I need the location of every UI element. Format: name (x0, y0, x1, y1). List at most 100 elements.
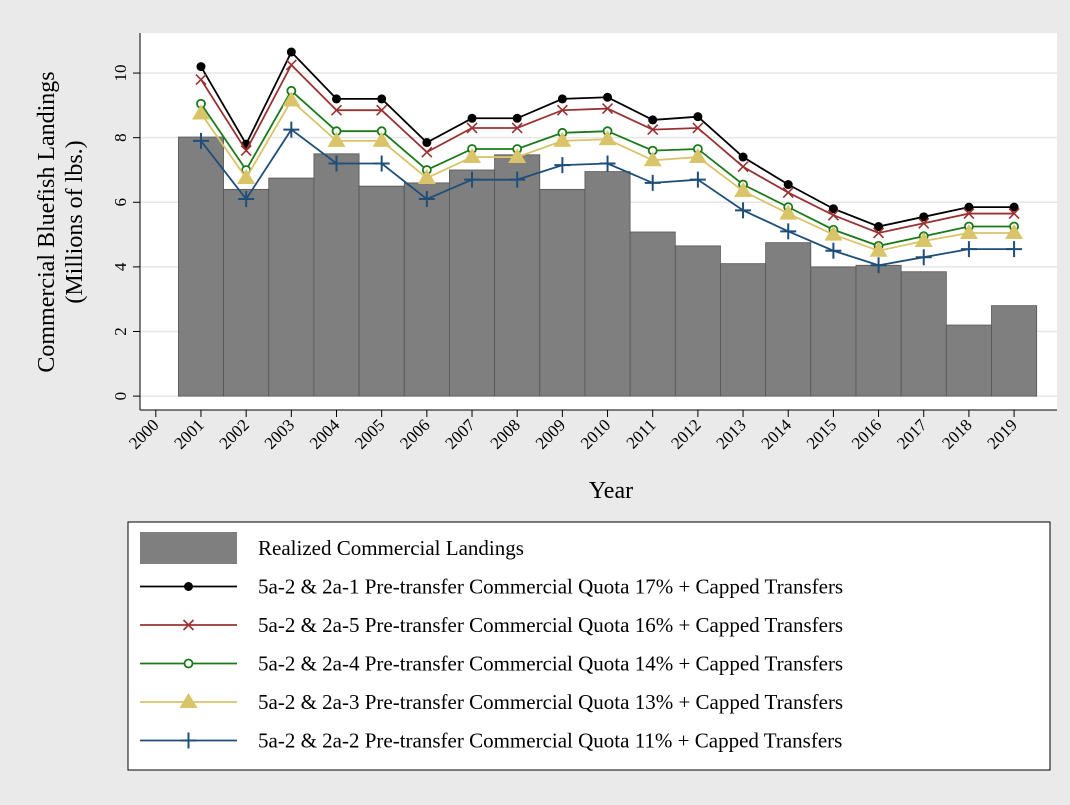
marker (688, 148, 707, 164)
marker (960, 241, 977, 258)
marker (192, 132, 209, 149)
marker (964, 202, 974, 212)
marker (467, 113, 477, 123)
marker (738, 152, 748, 162)
marker (240, 145, 252, 157)
legend-marker (179, 693, 198, 708)
marker (959, 223, 978, 239)
bar (313, 153, 360, 397)
marker (1005, 223, 1024, 239)
marker (825, 242, 842, 259)
marker (328, 155, 345, 172)
bar (900, 271, 947, 397)
y-tick-label: 0 (111, 392, 130, 401)
marker (466, 122, 478, 134)
marker (463, 148, 482, 164)
bar (674, 245, 721, 397)
marker (827, 209, 839, 221)
marker (554, 157, 571, 174)
marker (372, 131, 391, 147)
x-tick-label: 2015 (803, 415, 840, 452)
marker (782, 187, 794, 199)
marker (376, 104, 388, 116)
legend-label: 5a-2 & 2a-3 Pre-transfer Commercial Quot… (258, 690, 843, 714)
marker (643, 151, 662, 167)
x-tick-label: 2012 (667, 415, 704, 452)
marker (330, 104, 343, 116)
bar (991, 305, 1038, 397)
marker (915, 249, 932, 266)
marker (824, 225, 843, 241)
x-tick-label: 2006 (396, 415, 433, 452)
marker (237, 169, 256, 185)
legend-label: 5a-2 & 2a-5 Pre-transfer Commercial Quot… (258, 613, 843, 637)
legend-marker (182, 619, 195, 631)
x-tick-label: 2017 (893, 415, 931, 453)
x-tick-label: 2009 (532, 415, 569, 452)
y-tick-label: 10 (111, 65, 130, 82)
marker (873, 227, 885, 239)
marker (601, 103, 614, 115)
y-axis-title: Commercial Bluefish Landings (34, 71, 60, 372)
marker (734, 181, 753, 197)
marker (648, 115, 658, 125)
marker (692, 122, 704, 134)
x-tick-label: 2018 (938, 415, 975, 452)
marker (464, 171, 481, 188)
marker (286, 47, 296, 57)
marker (1006, 241, 1023, 258)
y-tick-label: 4 (111, 262, 130, 271)
x-tick-label: 2001 (170, 415, 207, 452)
marker (598, 130, 617, 146)
marker (918, 217, 930, 229)
legend-marker (180, 732, 197, 749)
marker (963, 208, 975, 220)
marker (553, 131, 572, 147)
marker (780, 223, 797, 240)
x-tick-label: 2005 (351, 415, 388, 452)
marker (557, 94, 567, 104)
bar (177, 136, 224, 397)
x-tick-label: 2019 (983, 415, 1020, 452)
marker (689, 171, 706, 188)
x-tick-label: 2000 (125, 415, 162, 452)
bar (810, 266, 857, 397)
marker (195, 73, 207, 86)
bar (945, 324, 992, 397)
marker (373, 155, 390, 172)
legend (127, 521, 1051, 771)
legend-marker (184, 582, 193, 591)
marker (869, 241, 888, 257)
marker (737, 161, 749, 173)
bar (268, 177, 315, 397)
bar (449, 169, 496, 397)
y-tick-label: 2 (111, 327, 130, 336)
x-tick-label: 2013 (712, 415, 749, 452)
marker (647, 124, 659, 136)
marker (422, 138, 432, 148)
marker (418, 191, 435, 208)
bar (584, 171, 631, 397)
legend-marker (183, 658, 194, 669)
bar (765, 242, 812, 397)
legend-label: Realized Commercial Landings (258, 536, 524, 560)
marker (196, 62, 206, 72)
x-tick-label: 2004 (306, 415, 344, 453)
marker (783, 180, 793, 190)
marker (919, 212, 929, 222)
marker (511, 122, 523, 134)
marker (282, 91, 301, 107)
marker (238, 191, 255, 208)
x-axis-title: Year (589, 478, 633, 504)
marker (644, 174, 661, 191)
marker (421, 146, 433, 158)
x-tick-label: 2008 (487, 415, 524, 452)
legend-label: 5a-2 & 2a-4 Pre-transfer Commercial Quot… (258, 652, 843, 676)
marker (693, 112, 703, 122)
marker (509, 171, 526, 188)
x-tick-label: 2002 (216, 415, 253, 452)
marker (1009, 202, 1019, 212)
y-tick-label: 8 (111, 133, 130, 142)
legend-label: 5a-2 & 2a-1 Pre-transfer Commercial Quot… (258, 575, 843, 599)
